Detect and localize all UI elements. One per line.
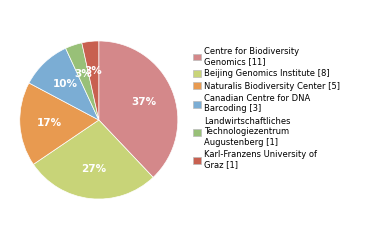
Wedge shape — [99, 41, 178, 177]
Text: 3%: 3% — [85, 66, 102, 76]
Wedge shape — [66, 43, 99, 120]
Legend: Centre for Biodiversity
Genomics [11], Beijing Genomics Institute [8], Naturalis: Centre for Biodiversity Genomics [11], B… — [193, 46, 341, 170]
Wedge shape — [82, 41, 99, 120]
Text: 10%: 10% — [52, 79, 78, 90]
Text: 17%: 17% — [37, 118, 62, 128]
Text: 27%: 27% — [81, 164, 106, 174]
Wedge shape — [33, 120, 153, 199]
Text: 3%: 3% — [74, 69, 92, 78]
Wedge shape — [20, 83, 99, 164]
Text: 37%: 37% — [132, 97, 157, 107]
Wedge shape — [29, 48, 99, 120]
